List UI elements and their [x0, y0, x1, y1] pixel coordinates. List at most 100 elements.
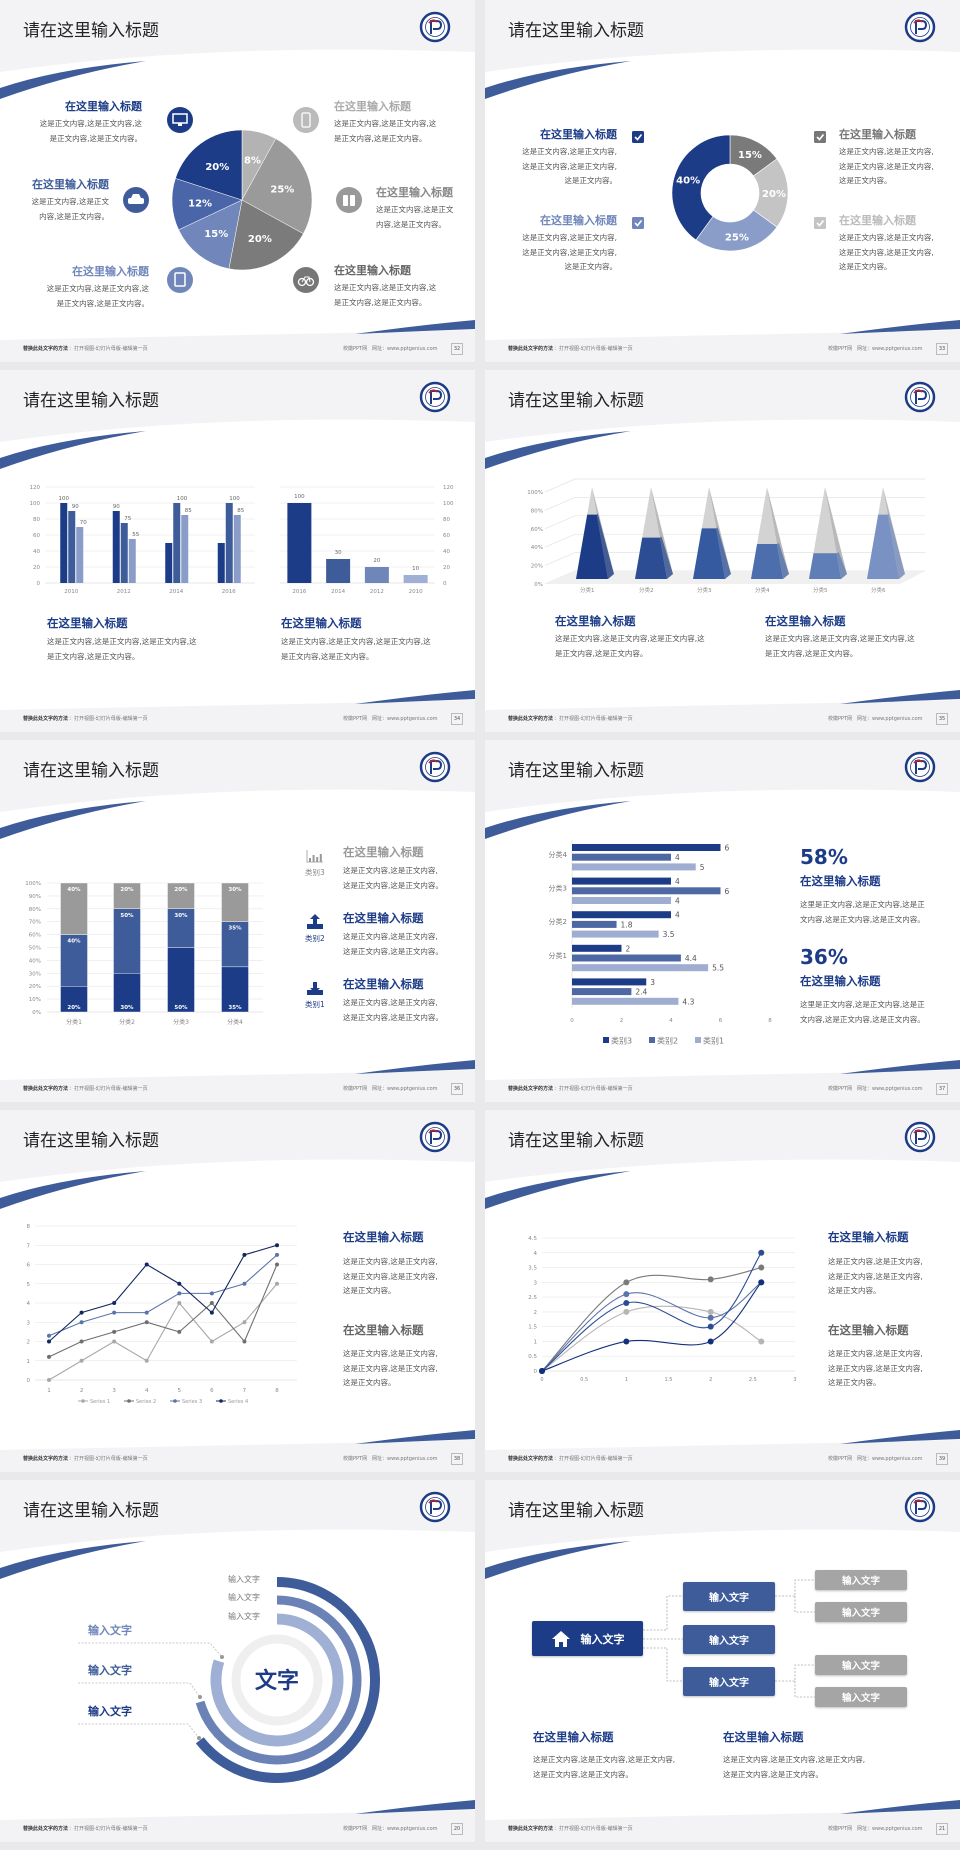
- y-tick-label: 0%: [32, 1010, 41, 1016]
- block-body-line: 这是正文内容,这是正文内容。: [533, 1769, 633, 1779]
- slide-21: 请在这里输入标题 替换此处文字的方法 ：打开视图-幻灯片母版-编辑第一页 校徽PPT网…: [485, 1480, 960, 1842]
- level2-node[interactable]: 输入文字: [815, 1570, 907, 1590]
- root-node[interactable]: 输入文字: [532, 1621, 643, 1656]
- legend-label: 类别1: [703, 1036, 724, 1046]
- pie-label: 8%: [244, 155, 261, 166]
- school-logo: [904, 11, 936, 43]
- data-point: [79, 1339, 84, 1344]
- block-body-line: 这是正文内容,这是正文内容,这: [334, 119, 437, 128]
- connector: [775, 1579, 815, 1698]
- pyramid-value-side: [776, 543, 789, 579]
- block-body-line: 这是正文内容,这是正文内容,: [343, 1349, 438, 1358]
- footer-website: 网址：www.pptgenius.com: [857, 1086, 923, 1092]
- segment-label: 40%: [67, 887, 81, 893]
- content-area: [0, 1159, 475, 1450]
- page-number: 36: [451, 1083, 463, 1095]
- level1-node[interactable]: 输入文字: [683, 1667, 775, 1696]
- level2-node[interactable]: 输入文字: [815, 1655, 907, 1675]
- top-swoosh: [0, 1541, 146, 1579]
- slide-32: 8% 25% 20% 15% 12% 20% 请在这里输入标题 替换此处文字的方法 ：打开视图-…: [0, 0, 475, 362]
- monitor-stand: [178, 123, 182, 126]
- monitor-icon: [167, 107, 193, 133]
- block-body-line: 文内容,这是正文内容,这是正文内容。: [800, 1015, 925, 1024]
- footer-brand: 校徽PPT网: [343, 716, 368, 722]
- bar-label: 4: [675, 877, 680, 886]
- footer-website: 网址：www.pptgenius.com: [372, 716, 438, 722]
- slide-title: 请在这里输入标题: [23, 761, 159, 781]
- slide-background: [485, 1121, 960, 1450]
- bar: [173, 503, 181, 583]
- block-body-line: 这是正文内容,这是正文内容,这是正文内容,这: [555, 634, 705, 643]
- connector: [643, 1595, 683, 1682]
- block-body-line: 内容,这是正文内容。: [376, 219, 446, 229]
- level1-node[interactable]: 输入文字: [683, 1625, 775, 1654]
- level2-node[interactable]: 输入文字: [815, 1687, 907, 1707]
- block-title: 在这里输入标题: [343, 845, 424, 859]
- logo-letter: [915, 760, 928, 774]
- school-logo: [419, 381, 451, 413]
- school-logo: [419, 1121, 451, 1153]
- y-tick-label: 60: [33, 533, 40, 539]
- stacked-bar-segment: [167, 908, 195, 948]
- x-tick-label: 6: [719, 1018, 723, 1024]
- level2-node[interactable]: 输入文字: [815, 1602, 907, 1622]
- bar: [572, 920, 617, 928]
- x-tick-label: 8: [275, 1388, 279, 1394]
- gridline: [544, 497, 925, 511]
- bar-label: 3.5: [663, 930, 675, 939]
- slide-title: 请在这里输入标题: [23, 1131, 159, 1151]
- segment-label: 35%: [228, 926, 242, 932]
- block-title: 在这里输入标题: [343, 1323, 424, 1337]
- page-number: 32: [451, 343, 463, 355]
- footer-hint-bold: 替换此处文字的方法: [23, 1086, 69, 1092]
- data-point: [242, 1339, 247, 1344]
- level1-node[interactable]: 输入文字: [683, 1582, 775, 1611]
- block-body-line: 这是正文内容。: [839, 262, 892, 271]
- y-tick-label: 6: [27, 1263, 31, 1269]
- bottom-swoosh: [355, 1430, 475, 1444]
- block-body-line: 这是正文内容,这是正文内容,: [828, 1363, 923, 1373]
- data-point: [112, 1301, 117, 1305]
- bar: [572, 877, 671, 885]
- bar-label: 75: [124, 516, 131, 522]
- pie-label: 20%: [205, 162, 229, 173]
- data-point: [242, 1281, 247, 1286]
- y-tick-label: 8: [27, 1224, 31, 1230]
- x-tick-label: 0: [570, 1018, 574, 1024]
- y-tick-label: 1: [534, 1339, 538, 1345]
- block-body-line: 是正文内容,这是正文内容。: [334, 297, 427, 307]
- donut-label: 25%: [725, 232, 749, 243]
- block-title: 在这里输入标题: [800, 974, 881, 988]
- y-tick-label: 80: [33, 517, 40, 523]
- logo-letter: [430, 390, 443, 404]
- data-point: [47, 1378, 51, 1382]
- data-point: [177, 1281, 182, 1286]
- logo-accent: [428, 19, 438, 24]
- footer-website: 网址：www.pptgenius.com: [372, 1826, 438, 1832]
- block-body-line: 是正文内容,这是正文内容。: [56, 298, 149, 308]
- block-title: 在这里输入标题: [828, 1323, 909, 1337]
- footer-hint-bold: 替换此处文字的方法: [508, 716, 554, 722]
- logo-inner-ring: [910, 387, 930, 407]
- data-point: [47, 1354, 51, 1359]
- x-tick-label: 2012: [117, 589, 131, 595]
- x-tick-label: 分类1: [580, 586, 595, 594]
- category-label: 分类4: [549, 850, 568, 859]
- y-tick-label: 70%: [29, 920, 41, 926]
- block-body-line: 文内容,这是正文内容,这是正文内容。: [800, 915, 925, 924]
- logo-inner-ring: [425, 757, 445, 777]
- data-point: [275, 1252, 279, 1257]
- block-body-line: 这是正文内容,这是正文: [376, 205, 454, 214]
- block-body-line: 这是正文内容,这是正文内容,: [828, 1349, 923, 1358]
- pyramid-value: [635, 537, 667, 579]
- bar: [225, 503, 233, 583]
- logo-letter: [430, 760, 443, 774]
- block-body-line: 这是正文内容,这是正文内容,: [343, 1257, 438, 1266]
- x-tick-label: 6: [210, 1388, 214, 1394]
- logo-inner-ring: [425, 387, 445, 407]
- home-icon: [551, 1630, 570, 1647]
- bicycle-icon-bg: [293, 267, 319, 293]
- block-body-line: 这是正文内容,这是正文内容,: [839, 247, 934, 257]
- footer-website: 网址：www.pptgenius.com: [857, 1456, 923, 1462]
- block-body-line: 是正文内容,这是正文内容。: [49, 133, 142, 143]
